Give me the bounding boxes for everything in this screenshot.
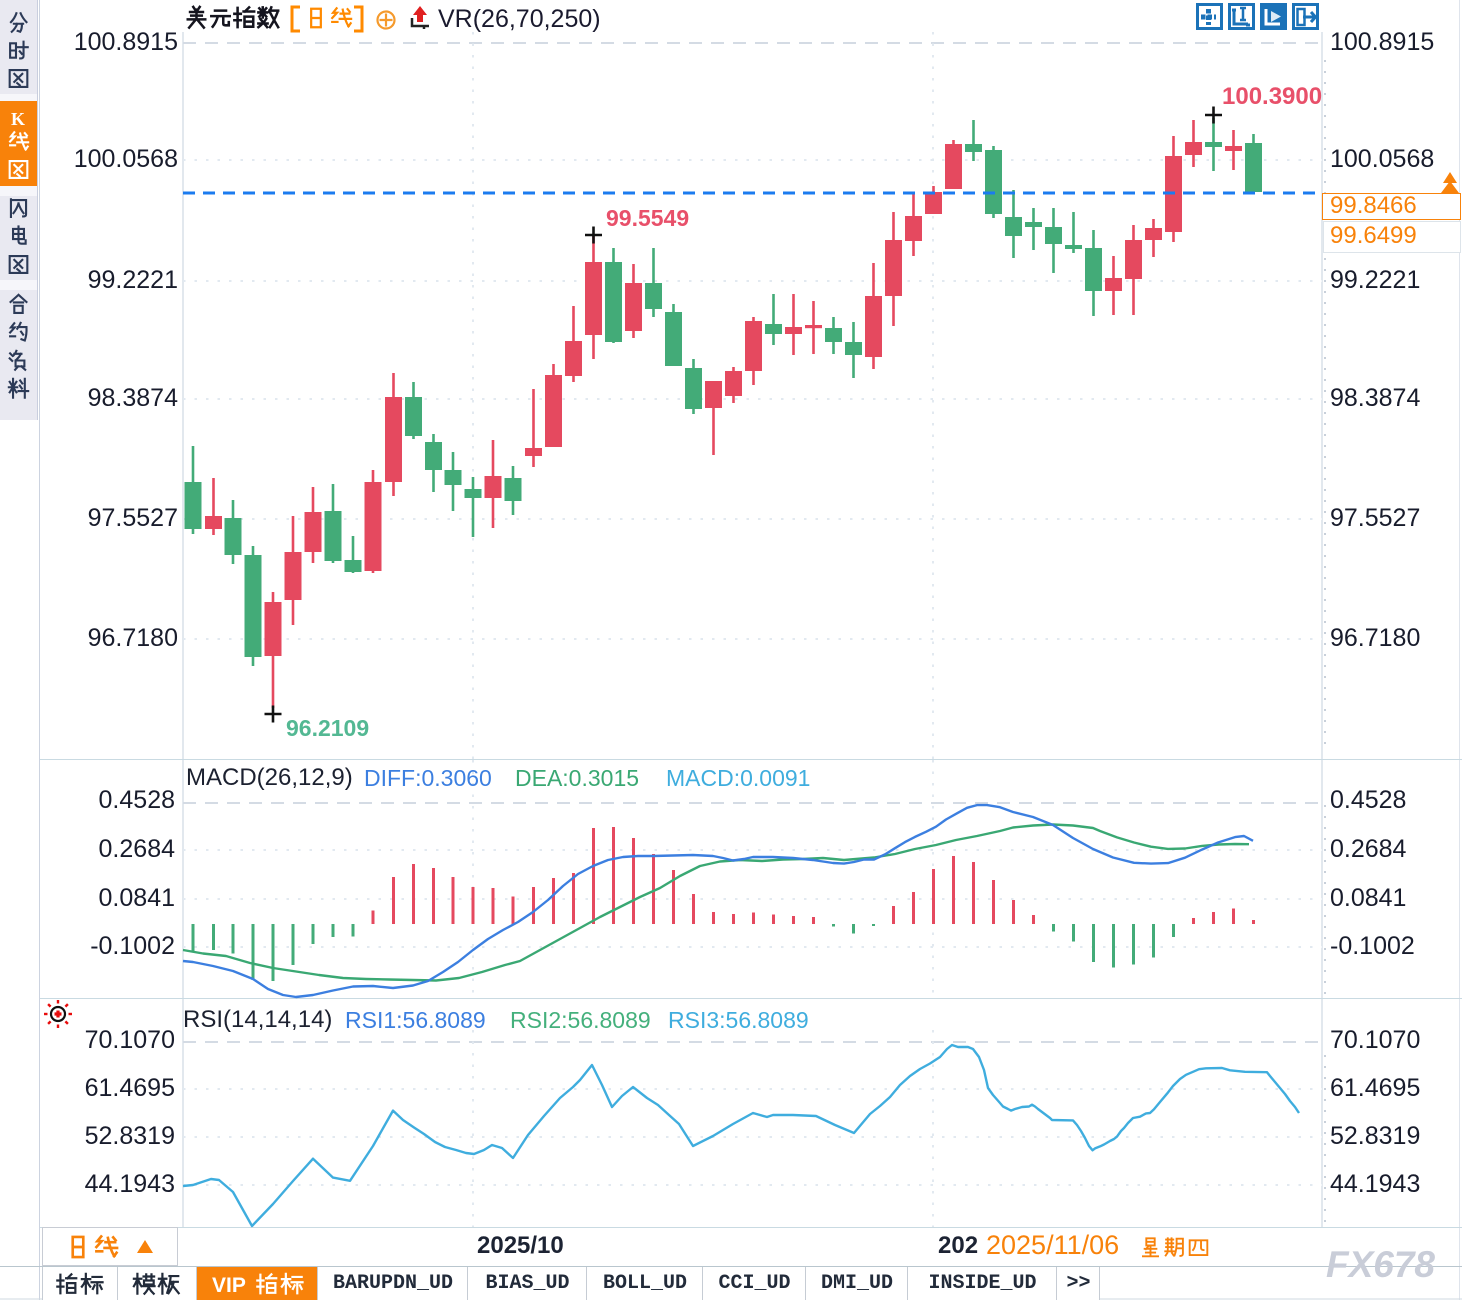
svg-text:VIP: VIP — [212, 1274, 246, 1297]
svg-text:K: K — [11, 109, 25, 129]
